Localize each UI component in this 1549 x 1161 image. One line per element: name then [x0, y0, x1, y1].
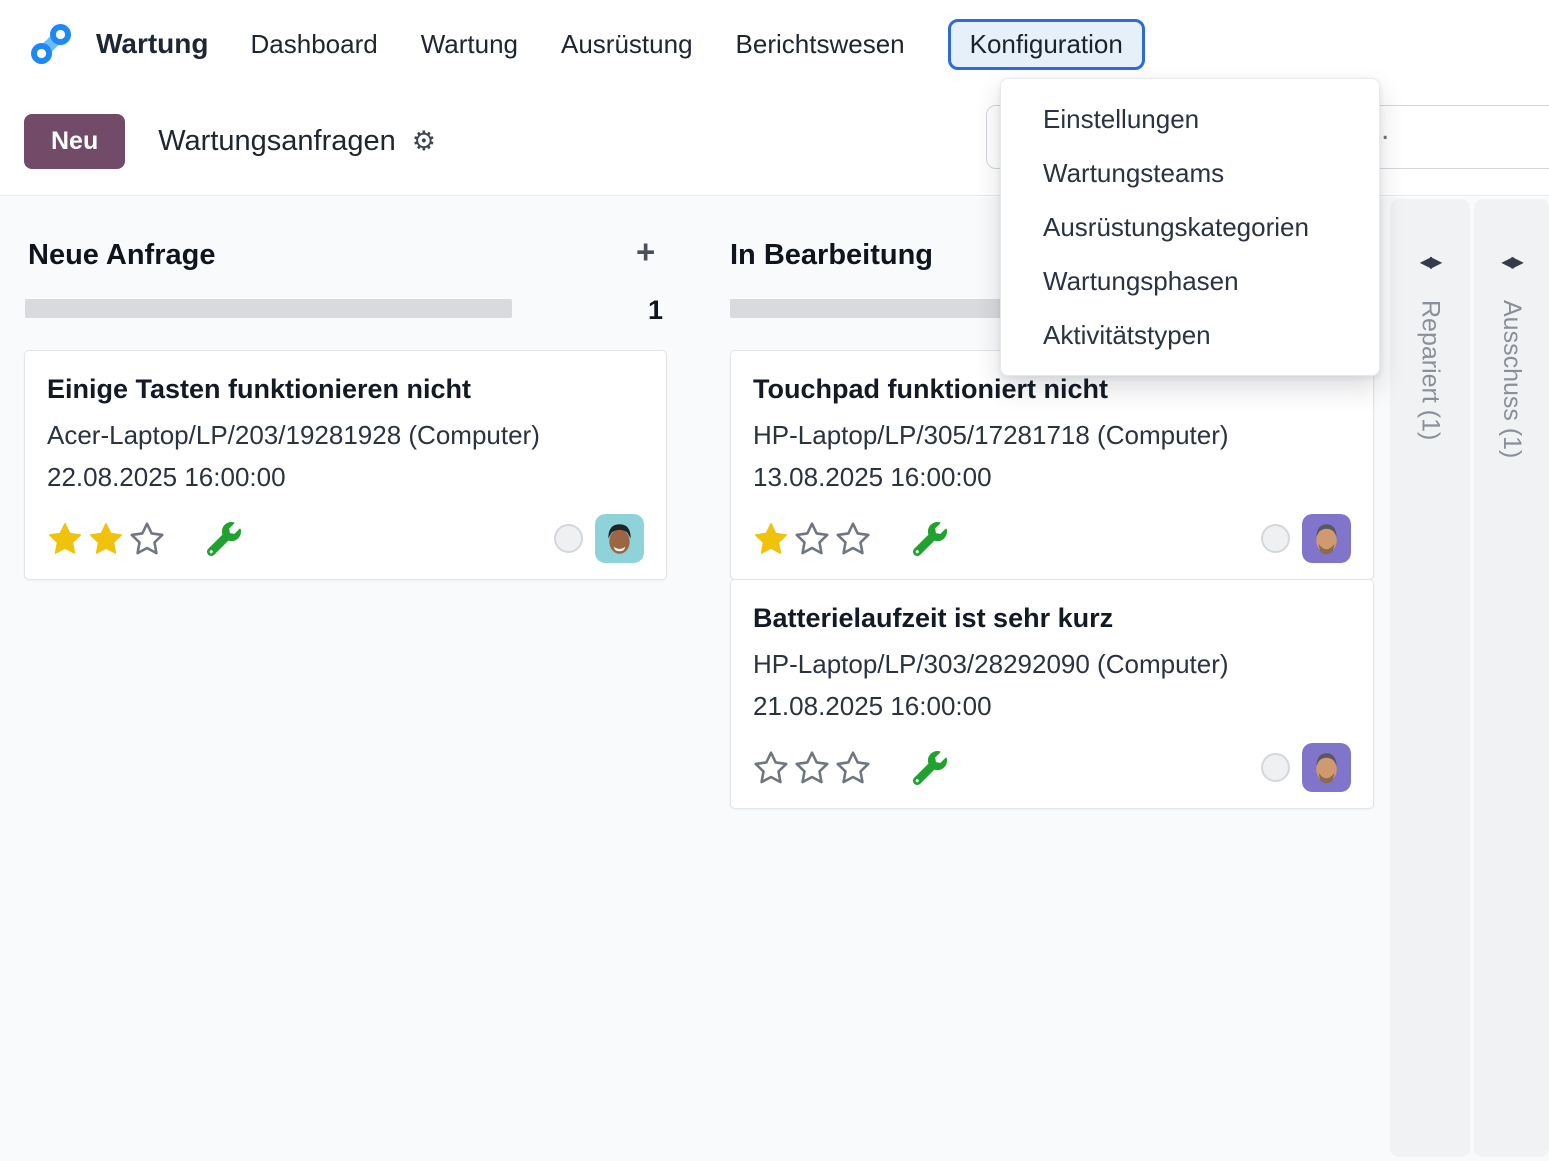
app-logo-icon[interactable] [28, 21, 74, 67]
folded-column-label: Repariert (1) [1416, 300, 1445, 441]
nav-wartung[interactable]: Wartung [420, 28, 518, 59]
card-datetime: 13.08.2025 16:00:00 [753, 462, 992, 493]
add-card-icon[interactable]: + [636, 233, 656, 270]
menu-item-wartungsteams[interactable]: Wartungsteams [1043, 157, 1225, 188]
unfold-column-icon[interactable]: ◀▶ [1501, 254, 1524, 271]
unfold-column-icon[interactable]: ◀▶ [1419, 254, 1443, 271]
star-filled-icon[interactable] [47, 521, 83, 557]
star-empty-icon[interactable] [753, 750, 789, 786]
star-filled-icon[interactable] [753, 521, 789, 557]
priority-stars[interactable] [753, 521, 871, 557]
folded-column-ausschuss[interactable]: ◀▶ Ausschuss (1) [1474, 199, 1549, 1157]
kanban-column-in-bearbeitung: In Bearbeitung Touchpad funktioniert nic… [706, 197, 1412, 1161]
app-name[interactable]: Wartung [96, 28, 209, 59]
card-equipment: Acer-Laptop/LP/203/19281928 (Computer) [47, 420, 540, 451]
card-equipment: HP-Laptop/LP/303/28292090 (Computer) [753, 649, 1229, 680]
star-filled-icon[interactable] [88, 521, 124, 557]
card-title: Einige Tasten funktionieren nicht [47, 374, 472, 404]
menu-item-ausruestungskategorien[interactable]: Ausrüstungskategorien [1043, 211, 1309, 242]
card-footer [47, 514, 644, 564]
star-empty-icon[interactable] [794, 521, 830, 557]
card-datetime: 21.08.2025 16:00:00 [753, 691, 992, 722]
wrench-icon [207, 521, 241, 556]
priority-stars[interactable] [47, 521, 165, 557]
card-title: Touchpad funktioniert nicht [753, 374, 1108, 404]
new-request-button[interactable]: Neu [24, 114, 126, 169]
search-placeholder-fragment: . [1381, 113, 1390, 146]
wrench-icon [913, 750, 947, 785]
nav-ausruestung[interactable]: Ausrüstung [561, 28, 693, 59]
nav-dashboard[interactable]: Dashboard [250, 28, 378, 59]
card-title: Batterielaufzeit ist sehr kurz [753, 603, 1114, 634]
star-empty-icon[interactable] [835, 521, 871, 557]
top-navbar: Wartung Dashboard Wartung Ausrüstung Ber… [0, 0, 1549, 88]
folded-column-repariert[interactable]: ◀▶ Repariert (1) [1390, 199, 1470, 1157]
folded-column-label: Ausschuss (1) [1498, 300, 1526, 459]
column-title: Neue Anfrage [28, 239, 216, 271]
konfiguration-dropdown-menu: Einstellungen Wartungsteams Ausrüstungsk… [1000, 78, 1380, 376]
card-equipment: HP-Laptop/LP/305/17281718 (Computer) [753, 420, 1229, 451]
column-title: In Bearbeitung [730, 239, 934, 271]
activity-status-icon[interactable] [1261, 753, 1290, 783]
star-empty-icon[interactable] [794, 750, 830, 786]
card-list: Touchpad funktioniert nicht HP-Laptop/LP… [730, 350, 1374, 810]
menu-item-aktivitaetstypen[interactable]: Aktivitätstypen [1043, 319, 1211, 350]
page-title: Wartungsanfragen [158, 125, 396, 157]
main-menu: Dashboard Wartung Ausrüstung Berichtswes… [250, 18, 1145, 70]
menu-item-wartungsphasen[interactable]: Wartungsphasen [1043, 265, 1239, 296]
priority-stars[interactable] [753, 750, 871, 786]
assignee-avatar[interactable] [1302, 743, 1351, 793]
column-progressbar[interactable] [25, 299, 512, 318]
card-datetime: 22.08.2025 16:00:00 [47, 462, 286, 493]
menu-item-einstellungen[interactable]: Einstellungen [1043, 103, 1200, 134]
star-empty-icon[interactable] [129, 521, 165, 557]
gear-icon[interactable]: ⚙ [411, 126, 436, 156]
card-footer [753, 514, 1351, 564]
kanban-card[interactable]: Einige Tasten funktionieren nicht Acer-L… [24, 350, 667, 581]
nav-berichtswesen[interactable]: Berichtswesen [735, 28, 905, 59]
card-footer [753, 743, 1351, 793]
activity-status-icon[interactable] [1261, 524, 1290, 554]
wrench-icon [913, 521, 947, 556]
card-list: Einige Tasten funktionieren nicht Acer-L… [24, 350, 667, 581]
column-counter: 1 [647, 295, 663, 325]
assignee-avatar[interactable] [595, 514, 644, 564]
kanban-card[interactable]: Batterielaufzeit ist sehr kurz HP-Laptop… [730, 579, 1374, 810]
assignee-avatar[interactable] [1302, 514, 1351, 564]
activity-status-icon[interactable] [554, 524, 583, 554]
kanban-card[interactable]: Touchpad funktioniert nicht HP-Laptop/LP… [730, 350, 1374, 581]
star-empty-icon[interactable] [835, 750, 871, 786]
nav-konfiguration[interactable]: Konfiguration [947, 18, 1145, 70]
kanban-column-neue-anfrage: Neue Anfrage + 1 Einige Tasten funktioni… [0, 197, 706, 1161]
